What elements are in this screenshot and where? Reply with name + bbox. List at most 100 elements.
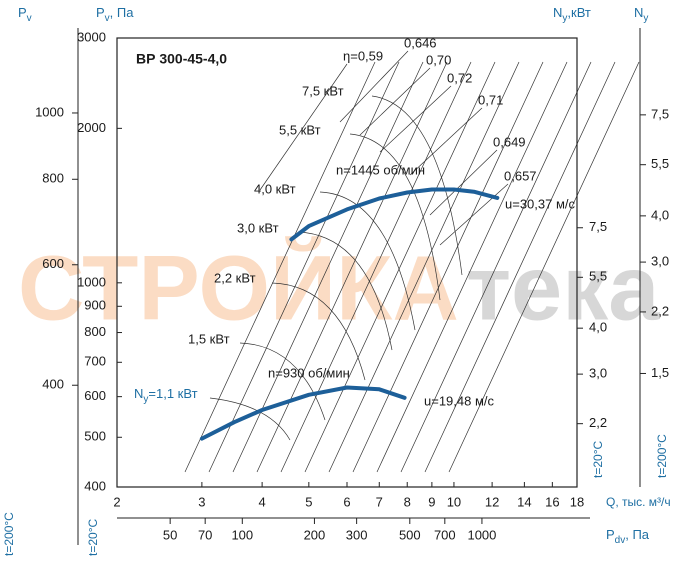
power-label: 7,5 кВт: [302, 83, 344, 98]
x2-tick-label: 70: [198, 527, 212, 542]
x-tick-label: 12: [485, 494, 499, 509]
subscript: v: [27, 13, 32, 24]
system-line: [256, 61, 448, 473]
system-line: [448, 61, 640, 473]
power-label: 4,0 кВт: [254, 181, 296, 196]
system-line: [184, 61, 376, 473]
label-part: N: [134, 386, 143, 401]
power-curve: [371, 95, 463, 276]
x-tick-label: 8: [404, 494, 411, 509]
system-line: [304, 61, 496, 473]
y-tick-label: 500: [84, 429, 106, 444]
label-part: P: [96, 5, 105, 20]
y3-tick-label: 5,5: [589, 269, 607, 284]
system-line: [232, 61, 424, 473]
y4-tick-label: 3,0: [651, 254, 669, 269]
x-tick-label: 14: [517, 494, 531, 509]
x2-tick-label: 300: [346, 527, 368, 542]
y-tick-label: 2000: [77, 120, 106, 135]
efficiency-leader: [439, 183, 509, 246]
axis-title: Pv, Па: [96, 5, 134, 23]
x2-tick-label: 50: [163, 527, 177, 542]
system-line: [400, 61, 592, 473]
efficiency-label: 0,70: [426, 52, 451, 67]
axis-title: Ny: [634, 5, 648, 23]
subscript: v: [105, 13, 110, 24]
temperature-label: t=20°C: [86, 519, 100, 556]
subscript: y: [143, 394, 148, 405]
fan-curve: [289, 187, 500, 242]
x-tick-label: 5: [305, 494, 312, 509]
temperature-label: t=200°C: [655, 434, 669, 478]
curve-name: n=1445 об/мин: [336, 162, 425, 177]
y3-tick-label: 3,0: [589, 366, 607, 381]
y-tick-label: 700: [84, 354, 106, 369]
x-tick-label: 16: [545, 494, 559, 509]
curve-name: n=930 об/мин: [268, 365, 350, 380]
power-label: 3,0 кВт: [237, 220, 279, 235]
y-tick-label: 900: [84, 298, 106, 313]
temperature-label: t=200°C: [2, 512, 16, 556]
efficiency-label: 0,646: [404, 35, 437, 50]
label-part: ,кВт: [567, 5, 591, 20]
subscript: y: [643, 13, 648, 24]
x-tick-label: 10: [447, 494, 461, 509]
watermark-text: тека: [466, 237, 660, 339]
power-curve: [297, 231, 393, 351]
power-curve: [319, 191, 416, 331]
efficiency-leader: [429, 149, 498, 216]
system-line: [280, 61, 472, 473]
grid-decoration: [184, 50, 640, 473]
y2-tick-label: 600: [42, 256, 64, 271]
label-part: , Па: [625, 527, 650, 542]
efficiency-leader: [379, 85, 452, 153]
chart-title: ВР 300-45-4,0: [136, 51, 227, 67]
efficiency-label: 0,649: [493, 134, 526, 149]
x-tick-label: 7: [376, 494, 383, 509]
y3-tick-label: 4,0: [589, 320, 607, 335]
x-tick-label: 18: [570, 494, 584, 509]
y-tick-label: 600: [84, 388, 106, 403]
efficiency-leader: [339, 50, 409, 123]
x2-tick-label: 700: [434, 527, 456, 542]
y4-tick-label: 1,5: [651, 365, 669, 380]
x2-tick-label: 100: [231, 527, 253, 542]
y2-tick-label: 1000: [35, 104, 64, 119]
system-line: [352, 61, 544, 473]
efficiency-label: 0,657: [504, 168, 537, 183]
speed-label: u=19,48 м/с: [424, 393, 495, 408]
y4-tick-label: 5,5: [651, 156, 669, 171]
axis-title: Pdv, Па: [606, 527, 650, 545]
subscript: dv: [615, 535, 626, 546]
system-line: [376, 61, 568, 473]
temperature-label: t=20°C: [591, 441, 605, 478]
x2-tick-label: 500: [399, 527, 421, 542]
label-part: P: [606, 527, 615, 542]
y3-tick-label: 2,2: [589, 415, 607, 430]
efficiency-leader: [409, 107, 483, 176]
axis-title: Ny,кВт: [553, 5, 591, 23]
y4-tick-label: 7,5: [651, 106, 669, 121]
watermark: СТРОЙКА тека: [18, 235, 660, 339]
fan-curve: [199, 385, 407, 441]
system-line: [328, 61, 520, 473]
power-curve: [271, 282, 366, 381]
speed-label: u=30,37 м/с: [505, 196, 576, 211]
y-tick-label: 3000: [77, 29, 106, 44]
x-tick-label: 2: [113, 494, 120, 509]
y4-tick-label: 4,0: [651, 207, 669, 222]
system-line: [208, 61, 400, 473]
label-part: N: [634, 5, 643, 20]
efficiency-label: 0,72: [447, 70, 472, 85]
y4-tick-label: 2,2: [651, 303, 669, 318]
label-part: P: [18, 5, 27, 20]
y2-tick-label: 400: [42, 377, 64, 392]
x-tick-label: 3: [198, 494, 205, 509]
efficiency-leader: [259, 63, 348, 191]
efficiency-leader: [359, 67, 431, 136]
y2-tick-label: 800: [42, 171, 64, 186]
efficiency-label: 0,71: [478, 92, 503, 107]
x-axis-title: Q, тыс. м³/ч: [606, 495, 671, 509]
y-tick-label: 400: [84, 478, 106, 493]
